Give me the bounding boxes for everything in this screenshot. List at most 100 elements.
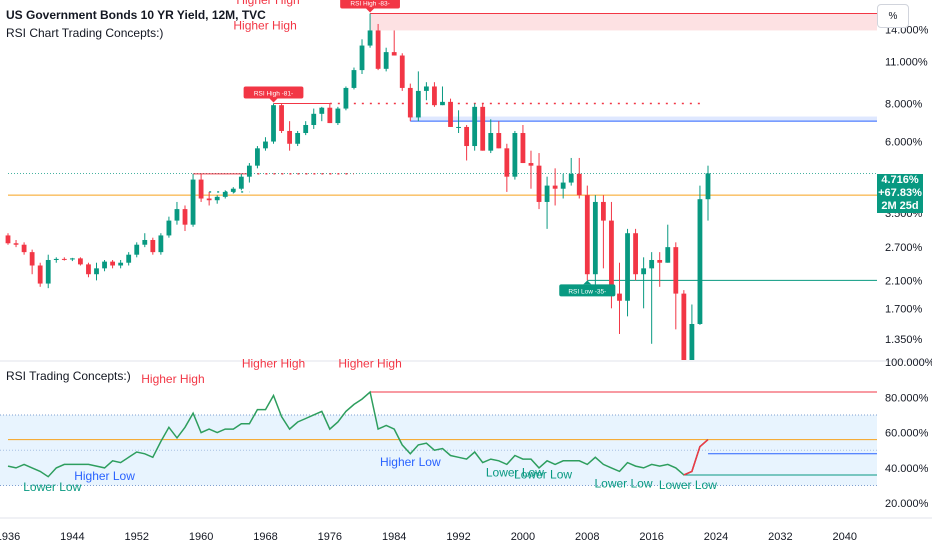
candle-1969 (271, 103, 276, 144)
candle-body (697, 199, 703, 324)
candle-2006 (568, 157, 574, 186)
candle-1977 (335, 106, 341, 125)
candle-body (255, 148, 260, 166)
rsi-label-6: Lower Low (486, 466, 544, 480)
candle-1946 (86, 262, 91, 278)
candle-1971 (287, 121, 293, 151)
candle-1938 (21, 242, 27, 255)
candle-1940 (37, 262, 43, 287)
time-tick-label: 1968 (253, 531, 277, 543)
candle-body (102, 261, 107, 269)
candle-body (110, 261, 115, 266)
chart-title: US Government Bonds 10 YR Yield, 12M, TV… (6, 8, 266, 22)
rsi-tick-label: 100.000% (885, 357, 932, 369)
candle-body (69, 258, 75, 260)
time-tick-label: 2016 (639, 531, 663, 543)
time-tick-label: 1944 (60, 531, 84, 543)
price-pane (5, 13, 877, 360)
candle-body (134, 244, 140, 255)
candle-1958 (182, 205, 188, 232)
label-text: RSI High -83- (350, 1, 389, 8)
candle-body (367, 30, 373, 46)
candle-body (94, 268, 99, 275)
candle-2013 (625, 228, 630, 317)
candle-body (118, 262, 124, 266)
candle-1962 (214, 195, 220, 204)
candle-1995 (480, 103, 486, 151)
candle-1996 (488, 119, 494, 154)
rsi-label-7: Lower Low (514, 467, 572, 481)
candle-1950 (118, 259, 124, 269)
candle-2009 (592, 195, 598, 287)
candle-body (13, 243, 19, 245)
indicator-main-label[interactable]: RSI Chart Trading Concepts:) (6, 26, 164, 40)
candle-body (464, 126, 470, 147)
candle-1991 (448, 98, 453, 127)
candle-body (78, 258, 83, 265)
candle-body (488, 133, 494, 151)
percent-scale-button[interactable]: % (877, 4, 909, 28)
indicator-rsi-label[interactable]: RSI Trading Concepts:) (6, 369, 131, 383)
price-tick-label: 6.000% (885, 137, 923, 149)
time-tick-label: 1960 (189, 531, 213, 543)
rsi-pane (0, 390, 877, 487)
rsi-tick-label: 60.000% (885, 428, 929, 440)
candle-body (319, 107, 325, 114)
time-tick-label: 2000 (511, 531, 535, 543)
current-price-change: +67.83% (877, 187, 923, 200)
time-tick-label: 1984 (382, 531, 406, 543)
candle-body (456, 126, 461, 128)
rsi-label-5: Lower Low (23, 480, 81, 494)
candle-body (182, 209, 188, 225)
rsi-line-recent (683, 439, 709, 476)
candle-body (407, 87, 413, 118)
candle-1948 (102, 259, 107, 272)
candle-1970 (279, 103, 284, 134)
candle-body (520, 133, 526, 164)
candle-body (609, 220, 614, 294)
candle-body (166, 220, 172, 236)
candle-1976 (327, 103, 333, 124)
candle-2016 (649, 252, 655, 344)
candle-body (5, 235, 11, 244)
candle-2018 (665, 224, 671, 263)
current-price-value: 4.716% (877, 174, 923, 187)
price-tick-label: 1.700% (885, 303, 923, 315)
candle-1978 (343, 86, 349, 111)
candle-body (440, 101, 445, 106)
candle-1965 (238, 173, 244, 191)
candle-1954 (150, 237, 156, 255)
candle-body (206, 198, 212, 201)
candle-body (375, 30, 381, 69)
time-tick-label: 2040 (833, 531, 857, 543)
current-price-countdown: 2M 25d (877, 200, 923, 213)
candle-1953 (142, 233, 148, 248)
candle-body (174, 209, 180, 221)
candle-1993 (464, 124, 470, 161)
rsi-tick-label: 80.000% (885, 392, 929, 404)
time-tick-label: 1992 (446, 531, 470, 543)
candle-body (399, 55, 405, 88)
price-tick-label: 2.700% (885, 242, 923, 254)
rsi-label-2: RSI Low -35- (559, 280, 616, 297)
rsi-line (7, 390, 709, 478)
rsi-label-3: Higher Low (74, 469, 135, 483)
rsi-label-1: RSI High -83- (340, 0, 400, 13)
time-tick-label: 2008 (575, 531, 599, 543)
candle-1943 (61, 257, 67, 261)
candle-body (222, 191, 228, 197)
candle-body (238, 176, 244, 189)
candle-1949 (110, 259, 115, 269)
rsi-label-8: Lower Low (594, 476, 652, 490)
candle-2019 (673, 242, 679, 330)
candle-1936 (5, 233, 11, 245)
candle-body (351, 70, 357, 88)
candle-body (311, 113, 317, 125)
price-tick-label: 2.100% (885, 275, 923, 287)
price-tick-label: 1.350% (885, 334, 923, 346)
rsi-label-4: Higher Low (380, 455, 441, 469)
candle-1942 (53, 257, 59, 263)
candle-body (29, 252, 35, 266)
